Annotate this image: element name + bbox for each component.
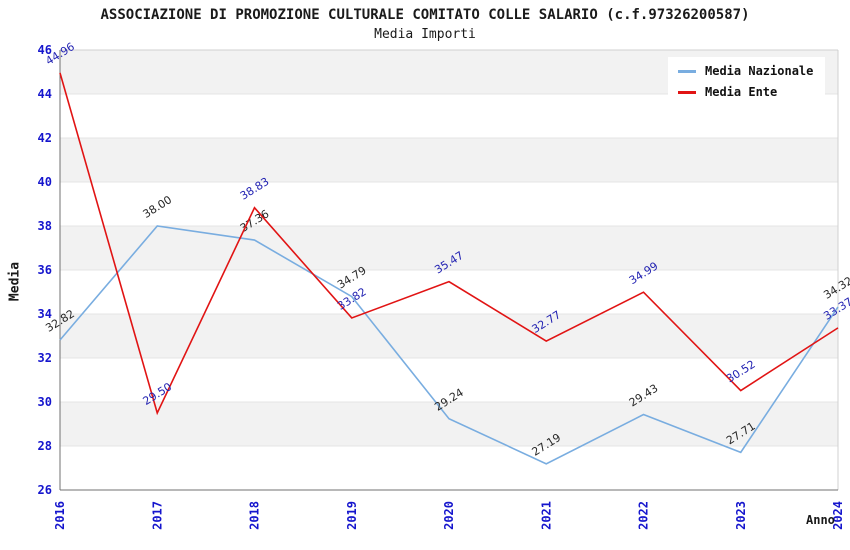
y-tick-label: 46 bbox=[38, 43, 52, 57]
plot-band bbox=[60, 314, 838, 358]
x-tick-label: 2023 bbox=[734, 501, 748, 530]
y-tick-label: 30 bbox=[38, 395, 52, 409]
x-tick-label: 2021 bbox=[539, 501, 553, 530]
x-tick-label: 2019 bbox=[345, 501, 359, 530]
series-line-media-ente bbox=[59, 72, 839, 416]
x-tick-label: 2018 bbox=[248, 501, 262, 530]
legend-swatch-nazionale-icon bbox=[678, 69, 696, 73]
y-tick-label: 26 bbox=[38, 483, 52, 497]
y-tick-label: 34 bbox=[38, 307, 52, 321]
chart-subtitle: Media Importi bbox=[374, 27, 476, 42]
chart-title: ASSOCIAZIONE DI PROMOZIONE CULTURALE COM… bbox=[100, 7, 750, 23]
x-axis-label: Anno bbox=[806, 513, 835, 527]
x-tick-label: 2022 bbox=[637, 501, 651, 530]
data-label: 30.52 bbox=[724, 358, 758, 386]
y-tick-label: 28 bbox=[38, 439, 52, 453]
x-tick-label: 2024 bbox=[831, 501, 845, 530]
plot-band bbox=[60, 138, 838, 182]
y-tick-label: 40 bbox=[38, 175, 52, 189]
data-label: 38.00 bbox=[141, 193, 175, 221]
y-tick-label: 36 bbox=[38, 263, 52, 277]
y-axis-label: Media bbox=[7, 261, 23, 302]
x-tick-label: 2016 bbox=[53, 501, 67, 530]
legend-item-media-nazionale: Media Nazionale bbox=[678, 64, 813, 78]
legend-label: Media Nazionale bbox=[705, 64, 814, 78]
plot-band bbox=[60, 402, 838, 446]
series-line-media-nazionale bbox=[59, 225, 839, 465]
legend-label: Media Ente bbox=[705, 85, 778, 99]
x-tick-label: 2020 bbox=[442, 501, 456, 530]
x-tick-label: 2017 bbox=[150, 501, 164, 530]
y-tick-label: 42 bbox=[38, 131, 52, 145]
y-tick-label: 38 bbox=[38, 219, 52, 233]
legend-swatch-ente-icon bbox=[678, 90, 696, 94]
y-tick-label: 44 bbox=[38, 87, 52, 101]
legend-item-media-ente: Media Ente bbox=[678, 85, 813, 99]
plot-band bbox=[60, 226, 838, 270]
legend: Media Nazionale Media Ente bbox=[668, 57, 826, 106]
y-tick-label: 32 bbox=[38, 351, 52, 365]
